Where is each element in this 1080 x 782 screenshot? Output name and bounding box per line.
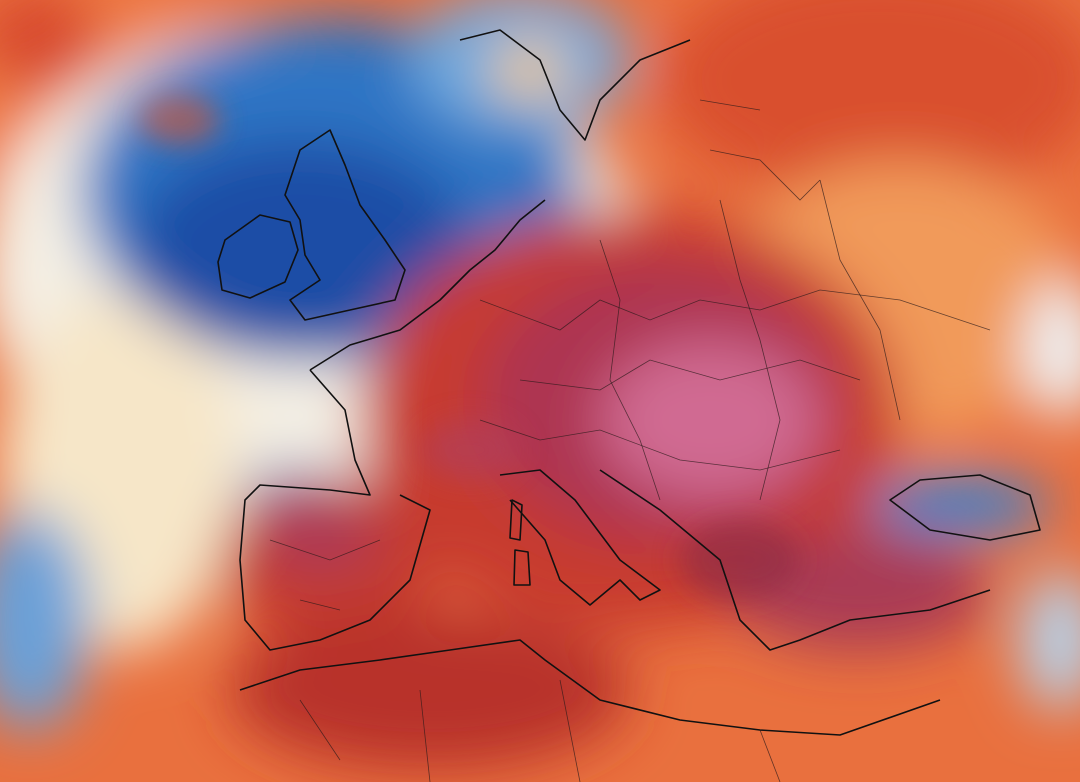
north-africa (239, 639, 941, 736)
balkans (599, 469, 991, 651)
coastlines (217, 29, 1041, 736)
black-sea (889, 474, 1041, 541)
borders (269, 99, 991, 782)
scandinavia (459, 29, 691, 141)
ireland (217, 214, 299, 299)
great-britain (284, 129, 406, 321)
detail-blobs (140, 95, 800, 600)
islands (509, 499, 531, 586)
iberia (239, 369, 431, 651)
continent-north (309, 199, 546, 371)
italy (499, 469, 661, 606)
